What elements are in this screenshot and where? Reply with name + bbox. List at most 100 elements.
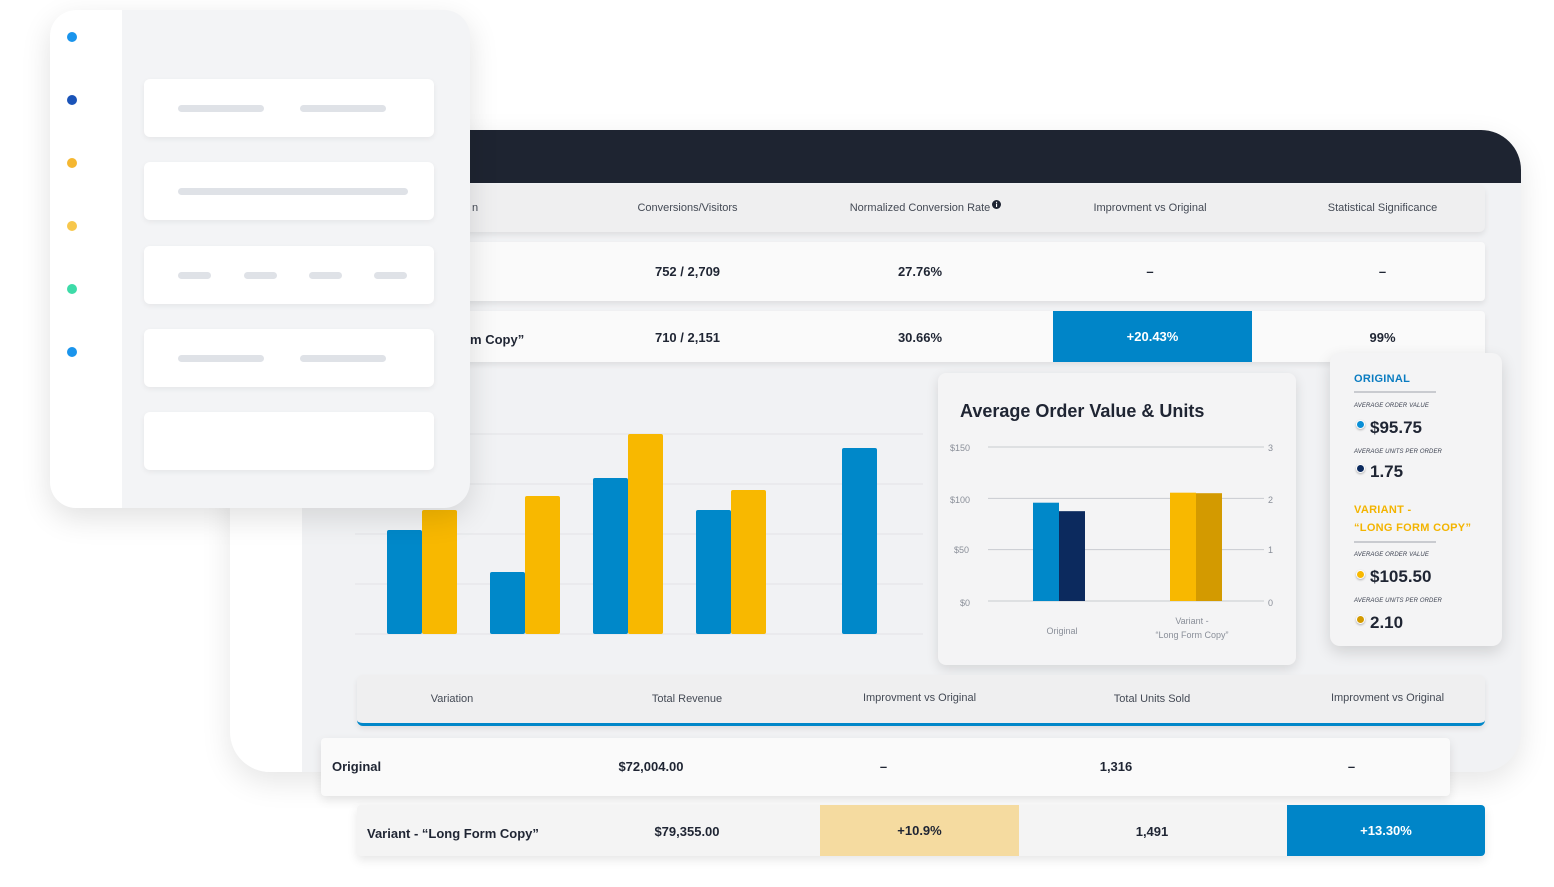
legend-original-aov: $95.75 xyxy=(1370,418,1422,437)
column-header-rev-improvement: Improvment vs Original xyxy=(862,692,977,704)
significance-cell: 99% xyxy=(1369,330,1396,345)
nav-dot-icon[interactable] xyxy=(67,32,77,42)
legend-dot-blue xyxy=(1356,420,1365,429)
tick-label: $100 xyxy=(950,495,970,505)
placeholder-card[interactable] xyxy=(144,412,434,470)
legend-card: ORIGINAL AVERAGE ORDER VALUE $95.75 AVER… xyxy=(1330,353,1502,646)
tick-label: $150 xyxy=(950,443,970,453)
sidebar-rail xyxy=(50,10,122,508)
tick-label: 1 xyxy=(1268,545,1273,555)
bar xyxy=(731,490,766,634)
nav-dot-icon[interactable] xyxy=(67,284,77,294)
rate-cell: 30.66% xyxy=(897,330,943,345)
conversions-cell: 710 / 2,151 xyxy=(654,330,721,345)
column-header-units-improvement: Improvment vs Original xyxy=(1330,692,1445,704)
legend-units-label: AVERAGE UNITS PER ORDER xyxy=(1354,598,1442,604)
aov-chart: $150 $100 $50 $0 3 2 1 0 Original Varian… xyxy=(950,443,1273,640)
divider xyxy=(1354,391,1436,393)
placeholder-line xyxy=(374,272,407,279)
bar xyxy=(1059,511,1085,601)
placeholder-line xyxy=(300,105,386,112)
nav-dot-icon[interactable] xyxy=(67,158,77,168)
tick-label: 0 xyxy=(1268,598,1273,608)
column-header-variation: n xyxy=(471,202,479,214)
placeholder-card[interactable] xyxy=(144,79,434,137)
improvement-cell: – xyxy=(1146,264,1154,279)
table-row[interactable]: Original $72,004.00 – 1,316 – xyxy=(321,738,1450,796)
legend-dot-gold xyxy=(1356,615,1365,624)
improvement-cell: +20.43% xyxy=(1126,329,1179,344)
variation-cell: Original xyxy=(332,759,382,774)
bar xyxy=(628,434,663,634)
bar xyxy=(593,478,628,634)
placeholder-line xyxy=(244,272,277,279)
table-row[interactable]: Variant - “Long Form Copy” $79,355.00 +1… xyxy=(357,805,1485,856)
legend-variant-aov: $105.50 xyxy=(1370,567,1432,586)
column-header-revenue: Total Revenue xyxy=(651,693,723,705)
units-improvement-highlight: +13.30% xyxy=(1287,805,1485,856)
conversions-cell: 752 / 2,709 xyxy=(654,264,721,279)
units-improvement-cell: +13.30% xyxy=(1360,823,1412,838)
placeholder-card[interactable] xyxy=(144,329,434,387)
column-header-conversion-rate: Normalized Conversion Rate xyxy=(849,202,991,214)
sidebar-panel xyxy=(50,10,470,508)
bar xyxy=(842,448,877,634)
legend-original-heading: ORIGINAL xyxy=(1354,373,1411,385)
significance-cell: – xyxy=(1378,264,1387,279)
bar xyxy=(490,572,525,634)
column-header-variation: Variation xyxy=(430,693,474,705)
placeholder-line xyxy=(300,355,386,362)
bar xyxy=(1170,492,1196,601)
column-header-significance: Statistical Significance xyxy=(1327,202,1438,214)
nav-dot-icon[interactable] xyxy=(67,347,77,357)
revenue-table-header: Variation Total Revenue Improvment vs Or… xyxy=(357,675,1485,726)
legend-aov-label: AVERAGE ORDER VALUE xyxy=(1354,552,1429,558)
column-header-conversions: Conversions/Visitors xyxy=(637,202,738,214)
variation-cell: rm Copy” xyxy=(465,332,525,347)
table-row[interactable]: rm Copy” 710 / 2,151 30.66% +20.43% 99% xyxy=(465,311,1485,362)
nav-dot-icon[interactable] xyxy=(67,221,77,231)
rev-improvement-cell: – xyxy=(879,759,888,774)
placeholder-card[interactable] xyxy=(144,246,434,304)
bar xyxy=(525,496,560,634)
placeholder-line xyxy=(178,188,408,195)
improvement-highlight: +20.43% xyxy=(1053,311,1252,362)
category-label: Variant - xyxy=(1175,616,1208,626)
legend-original-units: 1.75 xyxy=(1370,462,1404,481)
tick-label: $50 xyxy=(954,545,969,555)
nav-dot-icon[interactable] xyxy=(67,95,77,105)
bar xyxy=(422,510,457,634)
units-cell: 1,316 xyxy=(1099,759,1133,774)
conversion-bar-chart xyxy=(355,433,923,635)
legend-variant-units: 2.10 xyxy=(1370,613,1404,632)
tick-label: $0 xyxy=(960,598,970,608)
bar xyxy=(387,530,422,634)
placeholder-card[interactable] xyxy=(144,162,434,220)
revenue-cell: $72,004.00 xyxy=(618,759,684,774)
legend-aov-label: AVERAGE ORDER VALUE xyxy=(1354,403,1429,409)
table-row[interactable]: 752 / 2,709 27.76% – – xyxy=(465,242,1485,301)
legend-dot-navy xyxy=(1356,464,1365,473)
category-label: Original xyxy=(1046,626,1077,636)
rate-cell: 27.76% xyxy=(897,264,943,279)
bar xyxy=(1033,502,1059,601)
placeholder-line xyxy=(178,272,211,279)
conversion-table-header: n Conversions/Visitors Normalized Conver… xyxy=(465,185,1485,232)
placeholder-line xyxy=(178,105,264,112)
info-icon[interactable] xyxy=(992,200,1001,209)
legend-units-label: AVERAGE UNITS PER ORDER xyxy=(1354,449,1442,455)
aov-chart-title: Average Order Value & Units xyxy=(960,401,1205,421)
units-cell: 1,491 xyxy=(1135,824,1169,839)
aov-chart-card: Average Order Value & Units $150 $100 $5… xyxy=(938,373,1296,665)
tick-label: 2 xyxy=(1268,495,1273,505)
rev-improvement-cell: +10.9% xyxy=(897,823,942,838)
divider xyxy=(1354,541,1436,543)
variation-cell: Variant - “Long Form Copy” xyxy=(367,826,539,841)
revenue-cell: $79,355.00 xyxy=(654,824,720,839)
placeholder-line xyxy=(309,272,342,279)
legend-variant-heading: VARIANT - xyxy=(1354,504,1412,516)
tick-label: 3 xyxy=(1268,443,1273,453)
rev-improvement-highlight: +10.9% xyxy=(820,805,1019,856)
column-header-units: Total Units Sold xyxy=(1113,693,1191,705)
legend-dot-yellow xyxy=(1356,570,1365,579)
